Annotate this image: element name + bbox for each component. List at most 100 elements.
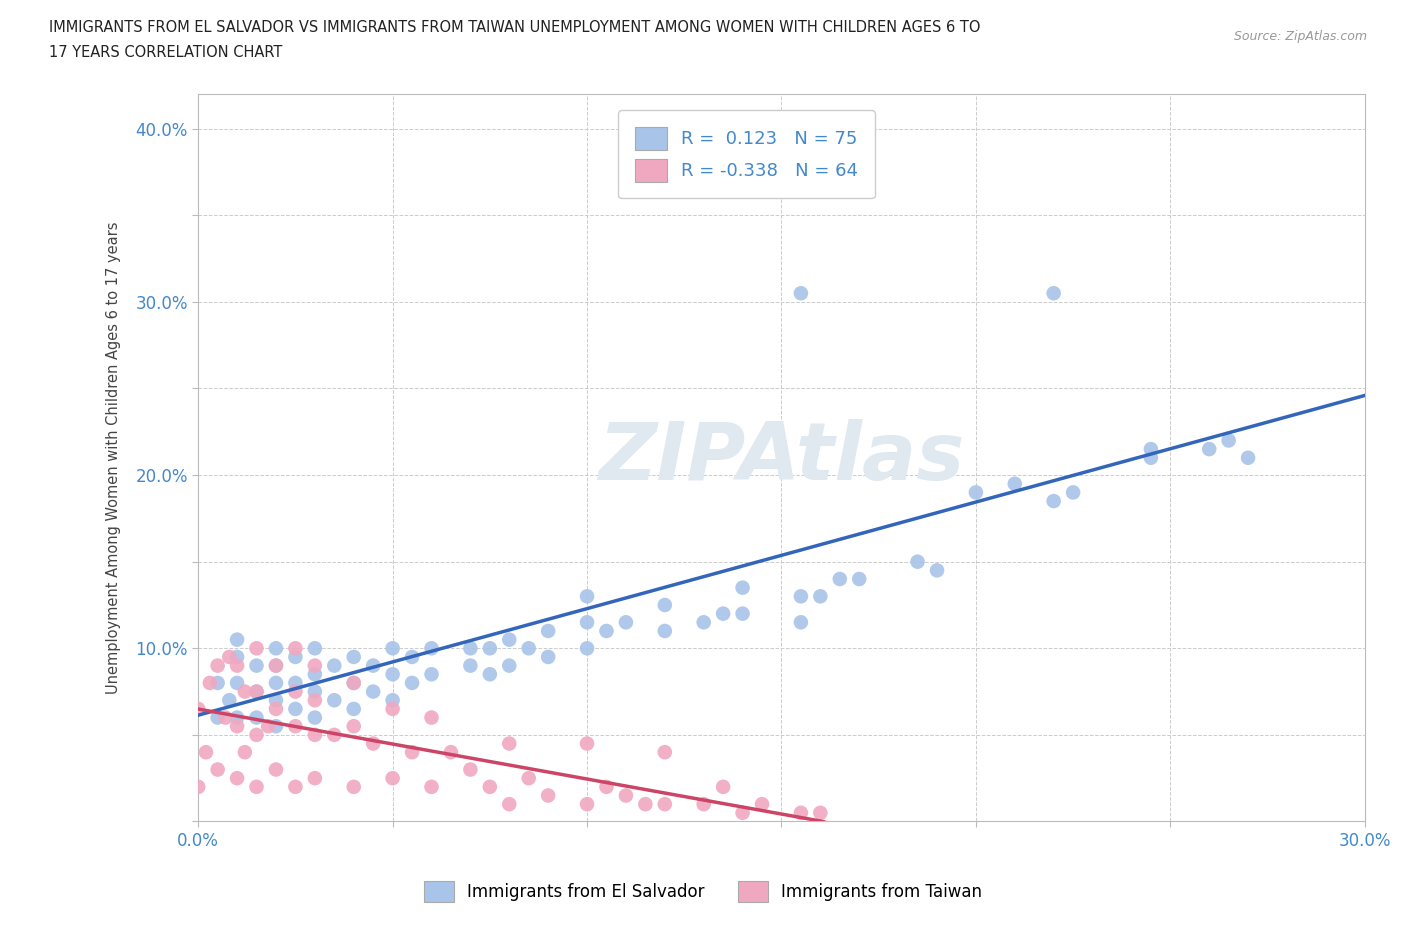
Point <box>226 632 249 647</box>
Point <box>284 649 307 664</box>
Point <box>576 641 599 656</box>
Point <box>245 727 267 742</box>
Point <box>304 771 326 786</box>
Point <box>1218 433 1240 448</box>
Point <box>323 658 346 673</box>
Point <box>264 701 287 716</box>
Point <box>925 563 948 578</box>
Point <box>692 615 714 630</box>
Point <box>304 658 326 673</box>
Point <box>264 675 287 690</box>
Point <box>731 805 754 820</box>
Point <box>187 779 209 794</box>
Point <box>226 719 249 734</box>
Point <box>343 719 366 734</box>
Point <box>828 823 851 838</box>
Point <box>264 641 287 656</box>
Point <box>711 156 734 171</box>
Point <box>790 589 813 604</box>
Point <box>1198 442 1220 457</box>
Point <box>1004 476 1026 491</box>
Point <box>1140 450 1163 465</box>
Point <box>226 675 249 690</box>
Point <box>460 658 482 673</box>
Point <box>381 693 404 708</box>
Point <box>257 719 280 734</box>
Point <box>1042 286 1064 300</box>
Point <box>245 641 267 656</box>
Point <box>1237 450 1260 465</box>
Point <box>187 701 209 716</box>
Point <box>323 693 346 708</box>
Point <box>304 711 326 725</box>
Point <box>654 797 676 812</box>
Point <box>381 771 404 786</box>
Point <box>887 823 910 838</box>
Text: IMMIGRANTS FROM EL SALVADOR VS IMMIGRANTS FROM TAIWAN UNEMPLOYMENT AMONG WOMEN W: IMMIGRANTS FROM EL SALVADOR VS IMMIGRANT… <box>49 20 981 35</box>
Text: Source: ZipAtlas.com: Source: ZipAtlas.com <box>1233 30 1367 43</box>
Point <box>233 745 256 760</box>
Point <box>304 693 326 708</box>
Point <box>731 606 754 621</box>
Point <box>284 719 307 734</box>
Point <box>517 771 540 786</box>
Point <box>790 805 813 820</box>
Point <box>1062 485 1084 499</box>
Point <box>478 667 501 682</box>
Point <box>517 641 540 656</box>
Point <box>907 554 929 569</box>
Point <box>381 701 404 716</box>
Point <box>218 649 240 664</box>
Point <box>381 641 404 656</box>
Point <box>790 615 813 630</box>
Point <box>537 649 560 664</box>
Point <box>945 840 967 855</box>
Point <box>1140 442 1163 457</box>
Point <box>226 771 249 786</box>
Point <box>478 641 501 656</box>
Point <box>595 779 617 794</box>
Legend: Immigrants from El Salvador, Immigrants from Taiwan: Immigrants from El Salvador, Immigrants … <box>415 872 991 910</box>
Legend: R =  0.123   N = 75, R = -0.338   N = 64: R = 0.123 N = 75, R = -0.338 N = 64 <box>619 111 875 198</box>
Point <box>304 641 326 656</box>
Point <box>264 658 287 673</box>
Point <box>1042 494 1064 509</box>
Point <box>245 779 267 794</box>
Point <box>226 658 249 673</box>
Point <box>343 675 366 690</box>
Point <box>343 701 366 716</box>
Point <box>323 727 346 742</box>
Y-axis label: Unemployment Among Women with Children Ages 6 to 17 years: Unemployment Among Women with Children A… <box>107 221 121 694</box>
Point <box>576 589 599 604</box>
Point <box>868 831 890 846</box>
Point <box>711 606 734 621</box>
Point <box>264 658 287 673</box>
Point <box>420 779 443 794</box>
Point <box>711 779 734 794</box>
Point <box>284 675 307 690</box>
Point <box>284 701 307 716</box>
Point <box>808 589 831 604</box>
Point <box>848 572 870 587</box>
Point <box>576 797 599 812</box>
Point <box>965 485 987 499</box>
Point <box>907 831 929 846</box>
Point <box>233 684 256 699</box>
Point <box>284 684 307 699</box>
Point <box>264 719 287 734</box>
Point <box>343 649 366 664</box>
Point <box>614 615 637 630</box>
Point <box>214 711 236 725</box>
Point <box>401 649 423 664</box>
Point <box>401 675 423 690</box>
Point <box>245 684 267 699</box>
Point <box>537 788 560 803</box>
Point <box>460 762 482 777</box>
Point <box>654 745 676 760</box>
Point <box>226 649 249 664</box>
Point <box>245 711 267 725</box>
Point <box>498 632 520 647</box>
Point <box>751 797 773 812</box>
Point <box>692 797 714 812</box>
Point <box>654 623 676 638</box>
